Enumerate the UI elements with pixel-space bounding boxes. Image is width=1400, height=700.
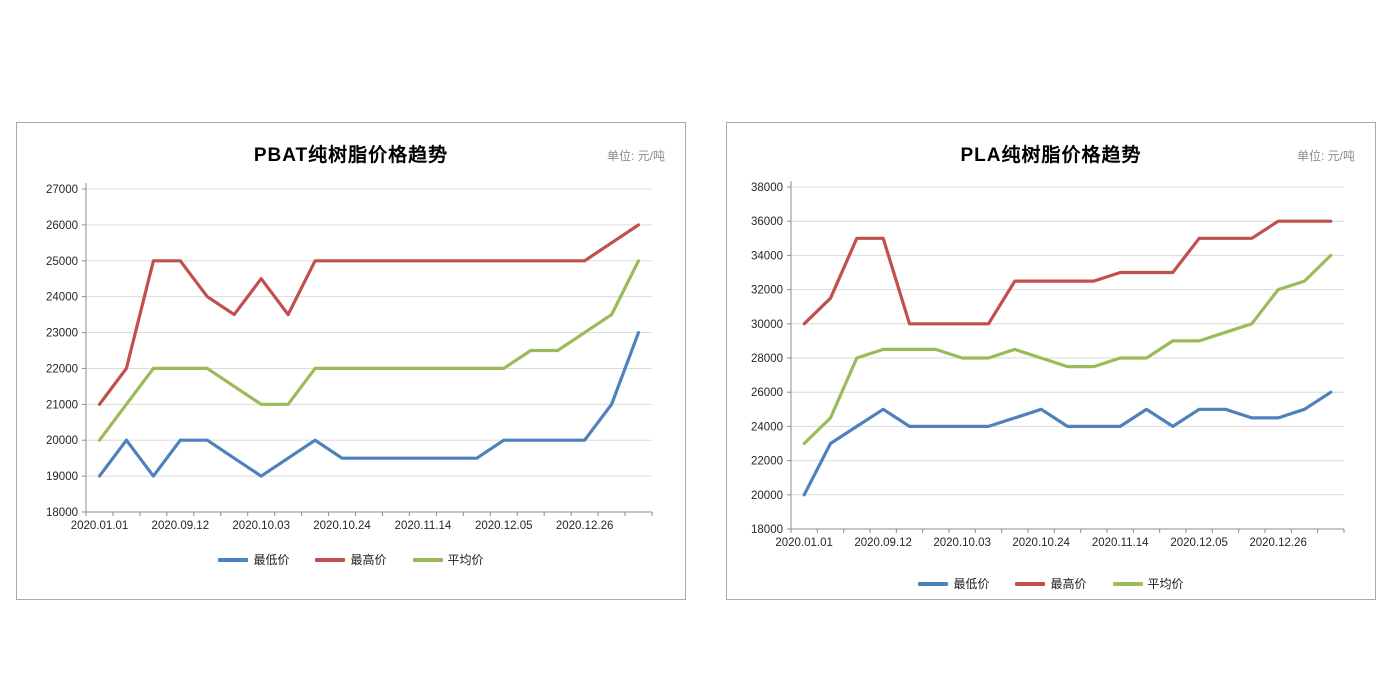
pla-price-chart-card: PLA纯树脂价格趋势 单位: 元/吨 18000 20000 22000 24000 2…	[726, 122, 1376, 600]
pbat-chart-title: PBAT纯树脂价格趋势	[253, 145, 449, 166]
y-tick-label: 25000	[46, 256, 78, 268]
pla-chart-legend: 最低价 最高价 平均价	[727, 565, 1375, 592]
y-tick-label: 27000	[46, 184, 78, 196]
legend-swatch-max-price-icon	[315, 557, 346, 562]
y-tick-label: 19000	[46, 471, 78, 483]
legend-item-min-price: 最低价	[918, 575, 989, 592]
pbat-line-plot: 18000 19000 20000 21000 22000 23000 24000 25000…	[46, 183, 653, 532]
x-tick-label: 2020.09.12	[854, 537, 912, 549]
x-tick-label: 2020.01.01	[71, 520, 129, 532]
x-tick-label: 2020.12.05	[1170, 537, 1228, 549]
y-tick-label: 18000	[46, 507, 78, 519]
y-tick-label: 26000	[46, 220, 78, 232]
pla-chart-header: PLA纯树脂价格趋势 单位: 元/吨	[727, 123, 1375, 167]
legend-item-max-price: 最高价	[315, 551, 387, 568]
min-price-line	[802, 390, 1333, 497]
avg-price-line	[802, 253, 1333, 446]
legend-swatch-avg-price-icon	[1112, 581, 1143, 586]
x-tick-label: 2020.10.24	[1012, 537, 1070, 549]
x-tick-label: 2020.10.03	[232, 520, 290, 532]
max-price-line	[802, 219, 1333, 326]
x-tick-label: 2020.12.26	[1249, 537, 1307, 549]
legend-item-avg-price: 平均价	[1112, 575, 1184, 592]
legend-label-max-price: 最高价	[350, 553, 387, 567]
legend-item-avg-price: 平均价	[412, 551, 484, 568]
y-tick-label: 32000	[751, 285, 783, 297]
y-tick-label: 20000	[751, 490, 783, 502]
legend-swatch-max-price-icon	[1015, 581, 1046, 586]
x-tick-label: 2020.12.26	[556, 520, 614, 532]
y-tick-label: 24000	[46, 292, 78, 304]
legend-item-max-price: 最高价	[1015, 575, 1087, 592]
pbat-chart-header: PBAT纯树脂价格趋势 单位: 元/吨	[17, 123, 685, 167]
y-tick-label: 20000	[46, 435, 78, 447]
legend-label-max-price: 最高价	[1050, 577, 1087, 591]
x-tick-label: 2020.11.14	[1092, 537, 1149, 549]
y-tick-label: 21000	[46, 399, 78, 411]
max-price-line	[97, 223, 641, 406]
legend-label-min-price: 最低价	[953, 577, 990, 591]
legend-swatch-avg-price-icon	[412, 557, 443, 562]
pla-line-plot: 18000 20000 22000 24000 26000 28000 30000 32000…	[751, 181, 1345, 549]
legend-label-avg-price: 平均价	[1147, 577, 1184, 591]
x-tick-label: 2020.01.01	[775, 537, 833, 549]
x-tick-label: 2020.10.03	[933, 537, 991, 549]
y-tick-label: 38000	[751, 182, 783, 194]
x-tick-label: 2020.11.14	[395, 520, 452, 532]
legend-label-min-price: 最低价	[253, 553, 290, 567]
y-tick-label: 24000	[751, 421, 783, 433]
y-tick-label: 22000	[46, 363, 78, 375]
pla-chart-title: PLA纯树脂价格趋势	[960, 145, 1142, 166]
legend-item-min-price: 最低价	[218, 551, 289, 568]
y-tick-label: 23000	[46, 328, 78, 340]
pbat-chart-legend: 最低价 最高价 平均价	[17, 541, 685, 568]
pbat-price-chart-card: PBAT纯树脂价格趋势 单位: 元/吨 18000 19000 20000 21000…	[16, 122, 686, 600]
y-tick-label: 22000	[751, 456, 783, 468]
x-tick-label: 2020.10.24	[313, 520, 371, 532]
x-tick-label: 2020.09.12	[152, 520, 210, 532]
x-tick-label: 2020.12.05	[475, 520, 533, 532]
min-price-line	[97, 331, 641, 478]
y-tick-label: 36000	[751, 216, 783, 228]
y-tick-label: 28000	[751, 353, 783, 365]
pla-unit-label: 单位: 元/吨	[1296, 149, 1355, 163]
y-tick-label: 30000	[751, 319, 783, 331]
avg-price-line	[97, 259, 641, 442]
legend-swatch-min-price-icon	[218, 557, 249, 562]
legend-label-avg-price: 平均价	[447, 553, 484, 567]
y-tick-label: 18000	[751, 524, 783, 536]
y-tick-label: 34000	[751, 250, 783, 262]
pbat-unit-label: 单位: 元/吨	[606, 149, 665, 163]
y-tick-label: 26000	[751, 387, 783, 399]
legend-swatch-min-price-icon	[918, 581, 949, 586]
